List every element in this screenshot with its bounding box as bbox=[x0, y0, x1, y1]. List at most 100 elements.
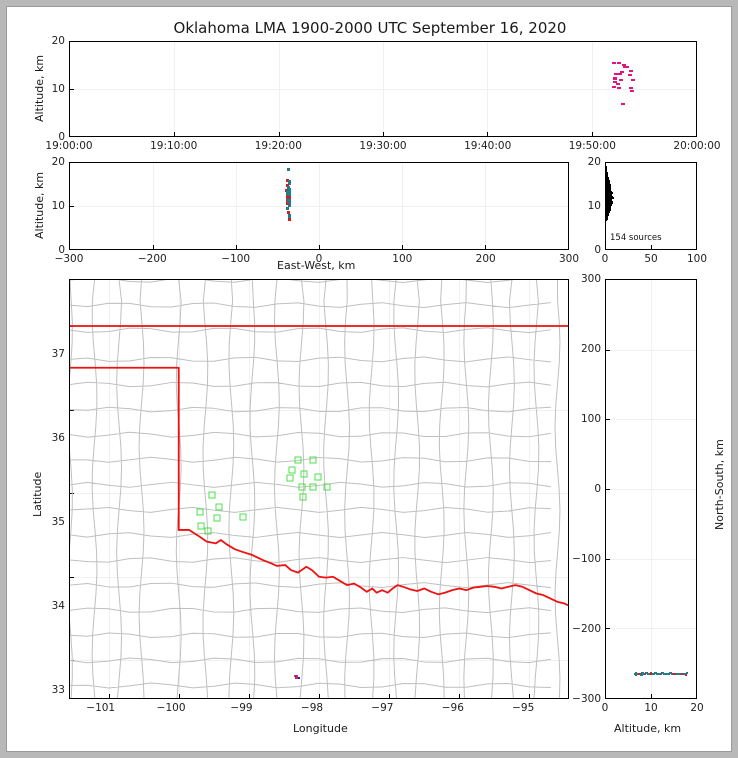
lma-station-marker[interactable] bbox=[324, 484, 331, 491]
ns-ytick--200: −200 bbox=[563, 623, 601, 635]
lma-station-marker[interactable] bbox=[209, 491, 216, 498]
map-ytick-33: 33 bbox=[43, 684, 65, 696]
histogram-bar bbox=[606, 194, 612, 196]
histogram-bar bbox=[606, 206, 611, 208]
map-axes[interactable] bbox=[69, 279, 569, 699]
x-tickmark bbox=[651, 245, 652, 249]
data-point bbox=[287, 200, 290, 203]
data-point bbox=[625, 66, 629, 68]
x-tickmark bbox=[236, 245, 237, 249]
figure-title: Oklahoma LMA 1900-2000 UTC September 16,… bbox=[7, 19, 733, 37]
time-xtick-2: 19:20:00 bbox=[255, 140, 302, 152]
map-xtick--95: −95 bbox=[512, 702, 534, 714]
time-xtick-6: 20:00:00 bbox=[673, 140, 720, 152]
lma-station-marker[interactable] bbox=[286, 475, 293, 482]
histogram-bar bbox=[606, 173, 608, 175]
histogram-bar bbox=[606, 185, 611, 187]
gridline-vertical bbox=[153, 163, 154, 249]
lma-station-marker[interactable] bbox=[299, 494, 306, 501]
gridline-vertical bbox=[236, 163, 237, 249]
y-tickmark bbox=[70, 206, 74, 207]
gridline-vertical bbox=[279, 42, 280, 136]
histogram-bar bbox=[606, 197, 614, 199]
lma-station-marker[interactable] bbox=[300, 471, 307, 478]
x-tickmark bbox=[592, 132, 593, 136]
hist-ytick-20: 20 bbox=[583, 156, 601, 168]
histogram-bar bbox=[606, 189, 611, 191]
ew-ylabel: Altitude, km bbox=[33, 172, 46, 239]
ns-xtick-20: 20 bbox=[690, 702, 703, 714]
time-xtick-1: 19:10:00 bbox=[150, 140, 197, 152]
ew-xtick-0: −300 bbox=[55, 253, 84, 265]
lma-station-marker[interactable] bbox=[314, 474, 321, 481]
histogram-bar bbox=[606, 172, 608, 174]
ns-ytick-100: 100 bbox=[563, 413, 601, 425]
data-point bbox=[619, 79, 623, 81]
lma-station-marker[interactable] bbox=[198, 522, 205, 529]
data-point bbox=[286, 196, 289, 199]
histogram-bar bbox=[606, 201, 613, 203]
map-ytick-36: 36 bbox=[43, 432, 65, 444]
histogram-bar bbox=[606, 191, 612, 193]
y-tickmark bbox=[606, 628, 610, 629]
gridline-vertical bbox=[592, 42, 593, 136]
x-tickmark bbox=[487, 132, 488, 136]
ns-ytick-200: 200 bbox=[563, 343, 601, 355]
map-xtick--99: −99 bbox=[230, 702, 252, 714]
histogram-bar bbox=[606, 215, 609, 217]
y-tickmark bbox=[606, 350, 610, 351]
x-tickmark bbox=[174, 132, 175, 136]
histogram-bar bbox=[606, 175, 608, 177]
state-border-panhandle bbox=[70, 368, 179, 530]
ew-xtick-5: 200 bbox=[476, 253, 496, 265]
lma-station-marker[interactable] bbox=[196, 508, 203, 515]
figure-canvas: Oklahoma LMA 1900-2000 UTC September 16,… bbox=[6, 6, 732, 752]
ew-altitude-axes[interactable] bbox=[69, 162, 569, 250]
data-point bbox=[662, 672, 664, 674]
gridline-vertical bbox=[319, 163, 320, 249]
histogram-bar bbox=[606, 192, 613, 194]
lma-station-marker[interactable] bbox=[310, 456, 317, 463]
map-xtick--96: −96 bbox=[442, 702, 464, 714]
time-ytick-20: 20 bbox=[47, 35, 65, 47]
lma-station-marker[interactable] bbox=[214, 515, 221, 522]
map-xtick--101: −101 bbox=[86, 702, 115, 714]
histogram-bar bbox=[606, 216, 608, 218]
hist-xtick-50: 50 bbox=[644, 253, 657, 265]
data-point bbox=[618, 73, 622, 75]
lma-station-marker[interactable] bbox=[205, 527, 212, 534]
data-point bbox=[628, 74, 632, 76]
histogram-bar bbox=[606, 211, 610, 213]
ew-xtick-2: −100 bbox=[221, 253, 250, 265]
ns-altitude-axes[interactable] bbox=[605, 279, 697, 699]
data-point bbox=[288, 218, 291, 221]
data-point bbox=[616, 83, 620, 85]
y-tickmark bbox=[606, 419, 610, 420]
lma-station-marker[interactable] bbox=[295, 456, 302, 463]
ns-xtick-10: 10 bbox=[644, 702, 657, 714]
gridline-vertical bbox=[485, 163, 486, 249]
histogram-bar bbox=[606, 196, 613, 198]
histogram-bar bbox=[606, 204, 612, 206]
map-xlabel: Longitude bbox=[293, 722, 348, 735]
histogram-bar bbox=[606, 220, 607, 222]
lma-station-marker[interactable] bbox=[240, 513, 247, 520]
lma-station-marker[interactable] bbox=[216, 503, 223, 510]
lma-station-marker[interactable] bbox=[289, 466, 296, 473]
data-point bbox=[634, 673, 636, 675]
histogram-bar bbox=[606, 182, 610, 184]
map-geography bbox=[70, 280, 568, 698]
lma-station-marker[interactable] bbox=[298, 484, 305, 491]
histogram-bar bbox=[606, 170, 607, 172]
histogram-bar bbox=[606, 177, 609, 179]
lma-station-marker[interactable] bbox=[310, 484, 317, 491]
ew-xtick-1: −200 bbox=[138, 253, 167, 265]
histogram-bar bbox=[606, 178, 609, 180]
histogram-bar bbox=[606, 168, 607, 170]
time-altitude-axes[interactable] bbox=[69, 41, 697, 137]
gridline-vertical bbox=[651, 280, 652, 698]
x-tickmark bbox=[485, 245, 486, 249]
data-point bbox=[286, 192, 289, 195]
x-tickmark bbox=[279, 132, 280, 136]
hist-xtick-100: 100 bbox=[687, 253, 707, 265]
